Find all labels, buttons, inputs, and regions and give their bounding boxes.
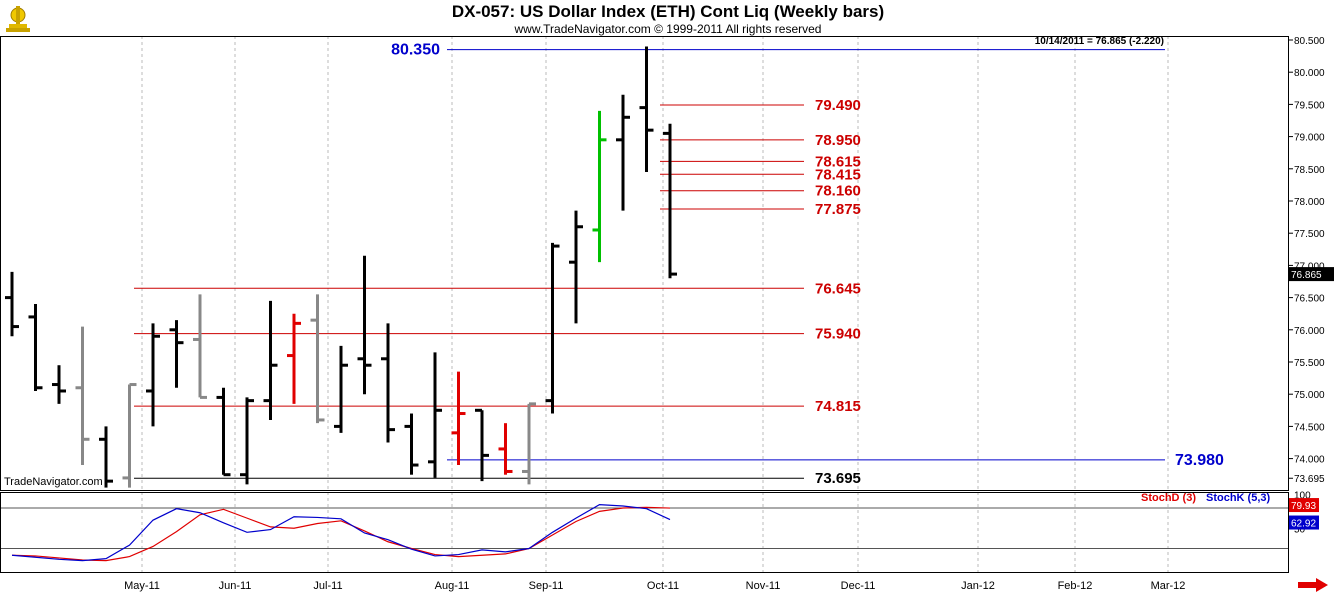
ohlc-bar [451,371,466,466]
level-label: 79.490 [815,97,861,114]
legend-stochk: StochK (5,3) [1206,492,1271,504]
axes: May-11 Jun-11 Jul-11 Aug-11 Sep-11 Oct-11 Nov-… [0,36,1334,592]
ohlc-bar [663,123,677,279]
ohlc-bar [639,46,654,173]
ohlc-bar [522,402,536,485]
x-tick-label: Mar-12 [1151,580,1186,592]
x-tick-label: Jun-11 [219,580,252,592]
y-tick-label: 76.500 [1294,294,1325,305]
ohlc-bar [169,320,184,388]
ohlc-bar [122,383,137,488]
x-tick-label: Nov-11 [746,580,781,592]
legend-stochd: StochD (3) [1141,492,1196,504]
y-tick-label: 75.500 [1294,358,1325,369]
scroll-right-arrow-icon[interactable] [1298,578,1328,597]
y-tick-label: 74.500 [1294,422,1325,433]
price-bars [5,46,677,488]
ohlc-bar [263,300,278,420]
ohlc-bar [357,255,372,395]
x-tick-label: May-11 [124,580,160,592]
ohlc-bar [334,345,348,433]
y-tick-label: 76.000 [1294,326,1325,337]
y-tick-label: 79.500 [1294,100,1325,111]
ohlc-bar [52,365,66,404]
y-tick-label: 75.000 [1294,390,1325,401]
ohlc-bar [99,426,113,488]
last-bar-readout: 10/14/2011 = 76.865 (-2.220) [1034,36,1164,47]
ohlc-bar [287,313,301,404]
stoch-tick-label: 50 [1294,524,1306,535]
ohlc-bar [240,397,254,485]
x-tick-label: Dec-11 [841,580,876,592]
x-tick-label: Aug-11 [435,580,470,592]
x-tick-label: Feb-12 [1058,580,1093,592]
ohlc-bar [381,323,395,443]
stoch-value-box [1289,498,1319,513]
level-label: 80.350 [391,42,440,59]
ohlc-bar [428,352,442,478]
y-tick-label: 78.500 [1294,165,1325,176]
x-tick-label: Jan-12 [961,580,995,592]
ohlc-bar [216,387,231,477]
y-tick-label: 78.000 [1294,197,1325,208]
y-tick-label: 80.000 [1294,68,1325,79]
stoch-line [11,504,671,562]
y-tick-label: 79.000 [1294,133,1325,144]
ohlc-bar [616,94,630,211]
y-tick-label: 80.500 [1294,36,1325,47]
credit-text: TradeNavigator.com [4,476,103,488]
price-panel-frame [0,36,1289,491]
grid [141,36,1169,572]
ohlc-bar [5,271,19,337]
ohlc-bar [404,413,419,475]
last-price-box [1289,267,1334,282]
ohlc-bar [498,423,513,475]
level-label: 77.875 [815,201,861,218]
level-label: 76.645 [815,280,861,297]
y-tick-label: 73.695 [1294,474,1325,485]
ohlc-bar [193,294,207,399]
stoch-line [11,506,671,562]
ohlc-bar [545,242,560,414]
copyright-text: www.TradeNavigator.com © 1999-2011 All r… [514,22,822,36]
level-label: 73.695 [815,470,861,487]
level-label: 78.415 [815,166,861,183]
level-label: 78.615 [815,153,861,170]
ohlc-bar [475,408,489,482]
x-tick-label: Oct-11 [647,580,679,592]
y-tick-label: 77.500 [1294,229,1325,240]
ohlc-bar [569,210,583,324]
level-label: 78.950 [815,132,861,149]
stoch-value-label: 62.92 [1291,519,1316,530]
ohlc-bar [310,294,325,424]
stochastic-panel: 100 50 79.93 62.92 [0,491,1319,562]
ohlc-bar [75,326,90,466]
last-price-label: 76.865 [1291,270,1322,281]
x-tick-label: Jul-11 [313,580,342,592]
ohlc-bar [146,323,160,427]
level-label: 75.940 [815,326,861,343]
ohlc-bar [592,110,607,263]
level-label: 74.815 [815,398,861,415]
y-tick-label: 77.000 [1294,261,1325,272]
stoch-tick-label: 100 [1294,491,1311,502]
x-tick-label: Sep-11 [529,580,564,592]
stoch-panel-frame [0,492,1289,573]
level-label: 78.160 [815,183,861,200]
ohlc-bar [28,304,43,391]
y-tick-label: 74.000 [1294,455,1325,466]
price-levels: 80.350 79.490 78.950 78.61578.41578.16077.8… [134,42,1224,487]
stoch-value-label: 79.93 [1291,501,1316,512]
trade-navigator-logo [4,4,32,34]
level-label: 73.980 [1175,452,1224,469]
chart-title: DX-057: US Dollar Index (ETH) Cont Liq (… [451,2,885,21]
stoch-value-box [1289,515,1319,530]
